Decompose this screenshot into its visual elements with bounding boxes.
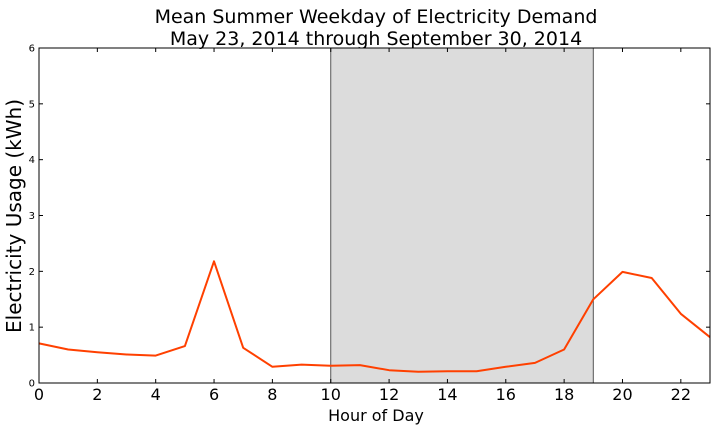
y-tick-label: 6 [29,44,35,55]
y-tick-label: 0 [29,379,35,390]
chart-title: Mean Summer Weekday of Electricity Deman… [155,6,598,28]
x-tick-label: 6 [209,385,219,404]
series-line-0 [38,260,711,373]
x-tick-label: 4 [151,385,161,404]
shaded-region [330,48,594,383]
x-tick-label: 0 [34,385,44,404]
x-tick-label: 10 [321,385,341,404]
x-tick-label: 8 [267,385,277,404]
y-axis-label: Electricity Usage (kWh) [2,99,26,333]
x-tick-label: 2 [92,385,102,404]
y-tick-label: 2 [29,267,35,278]
y-tick-label: 3 [29,211,35,222]
chart-subtitle: May 23, 2014 through September 30, 2014 [170,28,582,50]
x-tick-label: 12 [379,385,399,404]
x-tick-label: 22 [671,385,691,404]
y-tick-label: 1 [29,323,35,334]
x-tick-label: 20 [612,385,632,404]
y-tick-label: 4 [29,155,35,166]
x-tick-label: 18 [554,385,574,404]
y-tick-label: 5 [29,99,35,110]
x-axis-label: Hour of Day [328,406,424,425]
x-tick-label: 16 [496,385,516,404]
x-tick-label: 14 [437,385,457,404]
